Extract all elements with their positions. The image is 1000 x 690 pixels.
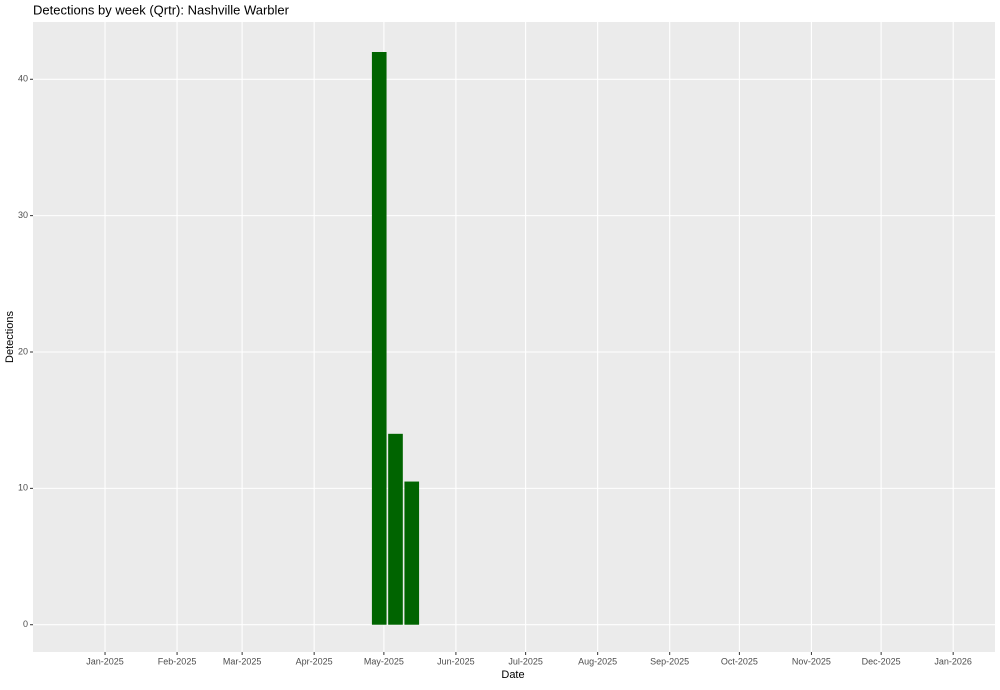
panel [33, 22, 995, 652]
x-tick-label: Jan-2025 [86, 656, 124, 666]
x-tick-label: Nov-2025 [792, 656, 831, 666]
y-tick-label: 20 [18, 346, 28, 356]
y-tick-label: 10 [18, 483, 28, 493]
bar [371, 52, 387, 625]
x-tick-label: Feb-2025 [158, 656, 197, 666]
x-tick-label: Sep-2025 [650, 656, 689, 666]
y-axis-label: Detections [4, 311, 16, 363]
y-tick-label: 0 [23, 619, 28, 629]
y-tick-label: 30 [18, 210, 28, 220]
y-tick-label: 40 [18, 74, 28, 84]
x-axis-label: Date [501, 669, 524, 681]
x-tick-label: Jan-2026 [934, 656, 972, 666]
x-tick-label: Mar-2025 [223, 656, 262, 666]
x-tick-label: Jun-2025 [437, 656, 475, 666]
x-tick-label: Jul-2025 [508, 656, 543, 666]
x-tick-label: May-2025 [364, 656, 404, 666]
chart-title: Detections by week (Qrtr): Nashville War… [33, 2, 290, 17]
x-tick-label: Aug-2025 [578, 656, 617, 666]
x-tick-label: Oct-2025 [721, 656, 758, 666]
bar [404, 481, 420, 625]
bar [388, 433, 403, 625]
x-tick-label: Apr-2025 [296, 656, 333, 666]
x-tick-label: Dec-2025 [862, 656, 901, 666]
